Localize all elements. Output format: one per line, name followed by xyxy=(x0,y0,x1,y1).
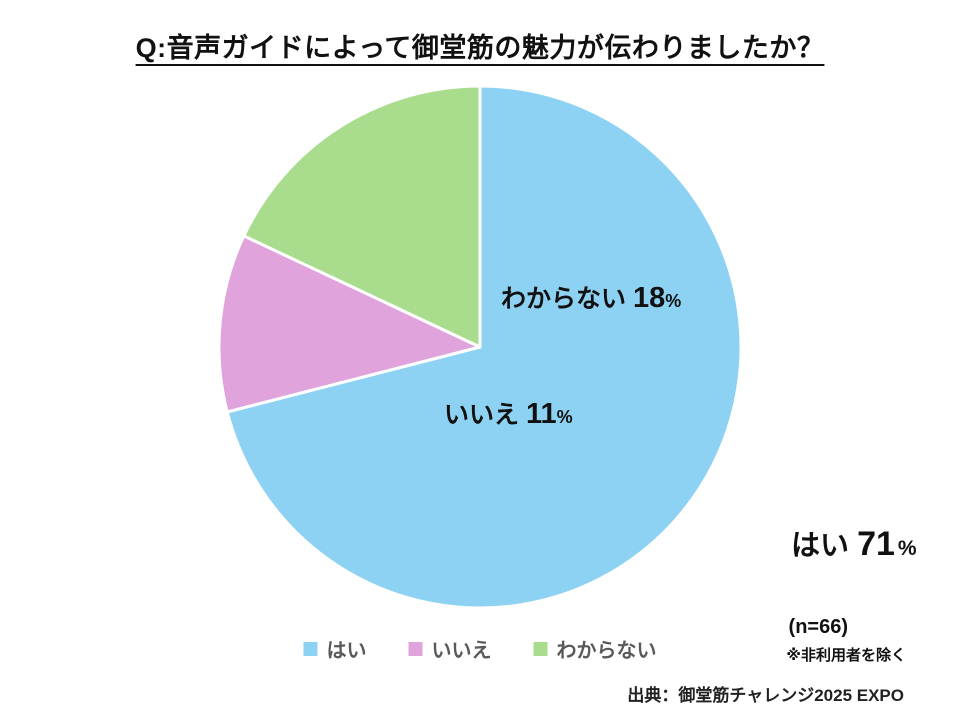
legend-label-no: いいえ xyxy=(431,640,492,662)
legend-swatch-no xyxy=(408,641,423,656)
legend-swatch-dontknow xyxy=(533,641,548,656)
legend-item-yes: はい xyxy=(303,634,367,663)
source-note: 出典：御堂筋チャレンジ2025 EXPO xyxy=(627,686,904,705)
slice-label-yes: はい 71% xyxy=(791,527,917,561)
pie-slice-2 xyxy=(242,84,482,349)
slice-label-dontknow-value: 18 xyxy=(632,282,666,314)
legend-label-yes: はい xyxy=(326,640,367,662)
legend-swatch-yes xyxy=(303,641,318,656)
slice-label-yes-text: はい xyxy=(791,530,850,562)
chart-title: Q:音声ガイドによって御堂筋の魅力が伝わりましたか？ xyxy=(135,33,825,63)
slice-label-dontknow: わからない 18% xyxy=(501,284,681,313)
legend-item-dontknow: わからない xyxy=(533,634,657,663)
exclusion-note: ※非利用者を除く xyxy=(786,647,906,664)
slice-label-yes-unit: % xyxy=(897,537,917,560)
slice-label-dontknow-unit: % xyxy=(665,291,682,311)
slice-label-no-value: 11 xyxy=(525,398,557,430)
pie-chart: わからない 18% いいえ 11% はい 71% xyxy=(215,82,917,612)
pie-svg xyxy=(217,84,743,610)
pie-slice-0 xyxy=(225,84,743,610)
slice-label-no-unit: % xyxy=(556,407,573,427)
slice-label-no-text: いいえ xyxy=(444,401,520,429)
slice-label-dontknow-text: わからない xyxy=(501,285,627,313)
legend-item-no: いいえ xyxy=(408,634,492,663)
legend: はい いいえ わからない xyxy=(303,634,657,663)
slice-label-yes-value: 71 xyxy=(857,525,895,563)
legend-label-dontknow: わからない xyxy=(556,640,657,662)
slice-label-no: いいえ 11% xyxy=(444,400,573,429)
sample-size-label: (n=66) xyxy=(788,616,848,638)
pie-slice-1 xyxy=(217,234,482,414)
